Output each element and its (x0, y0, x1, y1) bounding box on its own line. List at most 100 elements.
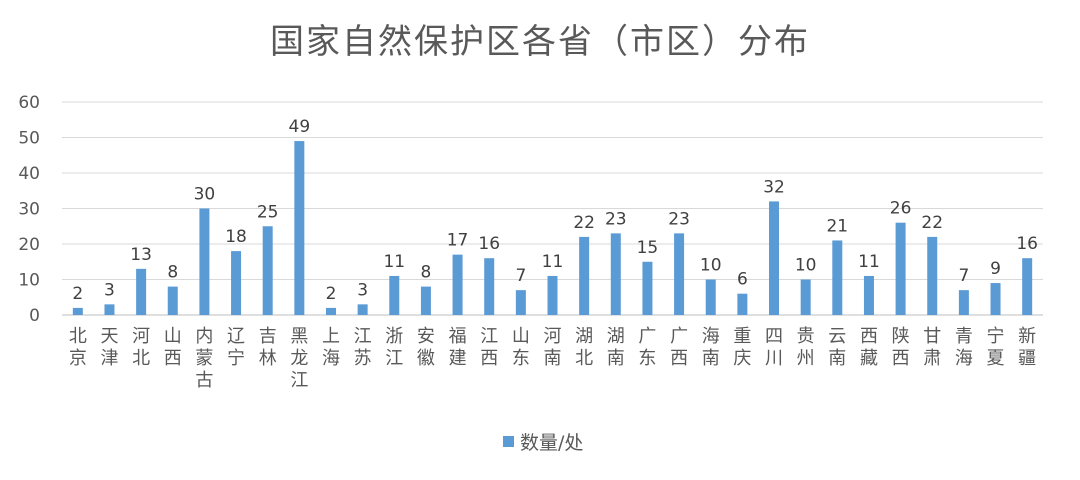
bar (863, 275, 874, 315)
bar (136, 268, 147, 315)
bar (294, 141, 305, 315)
bar (895, 222, 906, 315)
data-label: 2 (72, 284, 83, 304)
data-label: 6 (737, 270, 748, 290)
bar (832, 240, 843, 315)
bar (800, 279, 811, 315)
data-label: 10 (700, 256, 722, 276)
x-tick-label: 山西 (164, 326, 182, 369)
y-tick-label: 50 (18, 129, 40, 149)
x-tick-label: 北京 (69, 326, 87, 369)
data-label: 9 (990, 259, 1001, 279)
data-label: 8 (421, 263, 432, 283)
y-tick-label: 20 (18, 235, 40, 255)
data-label: 15 (637, 238, 659, 258)
data-label: 30 (194, 185, 216, 205)
data-label: 17 (447, 231, 469, 251)
y-tick-label: 30 (18, 200, 40, 220)
x-tick-label: 四川 (765, 326, 783, 369)
data-label: 16 (1016, 234, 1038, 254)
data-label: 25 (257, 202, 279, 222)
data-label: 11 (383, 252, 405, 272)
bar (231, 251, 242, 315)
x-tick-label: 上海 (322, 326, 340, 369)
bar (199, 208, 210, 315)
x-tick-label: 福建 (449, 326, 467, 369)
data-label: 26 (890, 199, 912, 219)
x-tick-label: 浙江 (385, 326, 403, 369)
bar (484, 258, 495, 315)
bar (1022, 258, 1033, 315)
x-tick-label: 内蒙古 (195, 326, 213, 391)
x-tick-label: 河北 (132, 326, 150, 369)
x-tick-label: 西藏 (860, 326, 878, 369)
x-axis-labels: 北京天津河北山西内蒙古辽宁吉林黑龙江上海江苏浙江安徽福建江西山东河南湖北湖南广东… (69, 326, 1036, 391)
x-tick-label: 河南 (544, 326, 562, 369)
x-tick-label: 云南 (828, 326, 846, 369)
x-tick-label: 广西 (670, 326, 688, 369)
data-label: 22 (921, 213, 943, 233)
bar (72, 307, 83, 315)
x-tick-label: 江苏 (354, 326, 372, 369)
x-tick-label: 江西 (480, 326, 498, 369)
x-tick-label: 青海 (955, 326, 973, 369)
data-label: 23 (668, 209, 690, 229)
x-tick-label: 新疆 (1018, 326, 1036, 369)
data-label: 18 (225, 227, 247, 247)
data-label: 16 (478, 234, 500, 254)
bar (674, 233, 685, 315)
bar (452, 254, 463, 315)
data-label: 22 (573, 213, 595, 233)
bar (420, 286, 431, 315)
x-tick-label: 吉林 (259, 326, 277, 369)
legend-swatch (503, 436, 514, 447)
x-tick-label: 安徽 (417, 326, 435, 369)
bar (958, 290, 969, 315)
bar (610, 233, 621, 315)
bar (579, 236, 590, 315)
data-label: 3 (104, 280, 115, 300)
data-label: 7 (515, 266, 526, 286)
bar (167, 286, 178, 315)
y-tick-label: 40 (18, 164, 40, 184)
bar (737, 293, 748, 315)
data-label: 3 (357, 280, 368, 300)
bar (990, 283, 1001, 315)
bar (104, 304, 115, 315)
data-label: 2 (326, 284, 337, 304)
bars (72, 141, 1033, 315)
data-label: 8 (167, 263, 178, 283)
y-axis-ticks: 0 10 20 30 40 50 60 (18, 93, 40, 326)
x-tick-label: 重庆 (733, 326, 751, 369)
x-tick-label: 天津 (100, 326, 118, 369)
bar (389, 275, 400, 315)
chart-title: 国家自然保护区各省（市区）分布 (270, 22, 810, 62)
x-tick-label: 黑龙江 (290, 326, 308, 391)
bar (262, 226, 273, 315)
x-tick-label: 辽宁 (227, 326, 245, 369)
legend-label: 数量/处 (520, 432, 584, 454)
data-label: 32 (763, 177, 785, 197)
bar (642, 261, 653, 315)
x-tick-label: 甘肃 (923, 326, 941, 369)
legend: 数量/处 (503, 428, 583, 455)
data-label: 7 (958, 266, 969, 286)
bar (547, 275, 558, 315)
data-label: 49 (289, 117, 311, 137)
x-tick-label: 广东 (638, 326, 656, 369)
x-tick-label: 贵州 (797, 326, 815, 369)
x-tick-label: 海南 (702, 326, 720, 369)
bar (515, 290, 526, 315)
data-label: 10 (795, 256, 817, 276)
data-label: 21 (826, 216, 848, 236)
x-tick-label: 山东 (512, 326, 530, 369)
bar (705, 279, 716, 315)
y-tick-label: 10 (18, 271, 40, 291)
bar (325, 307, 336, 315)
data-label: 13 (130, 245, 152, 265)
bar (927, 236, 938, 315)
x-tick-label: 湖北 (575, 326, 593, 369)
bar (357, 304, 368, 315)
